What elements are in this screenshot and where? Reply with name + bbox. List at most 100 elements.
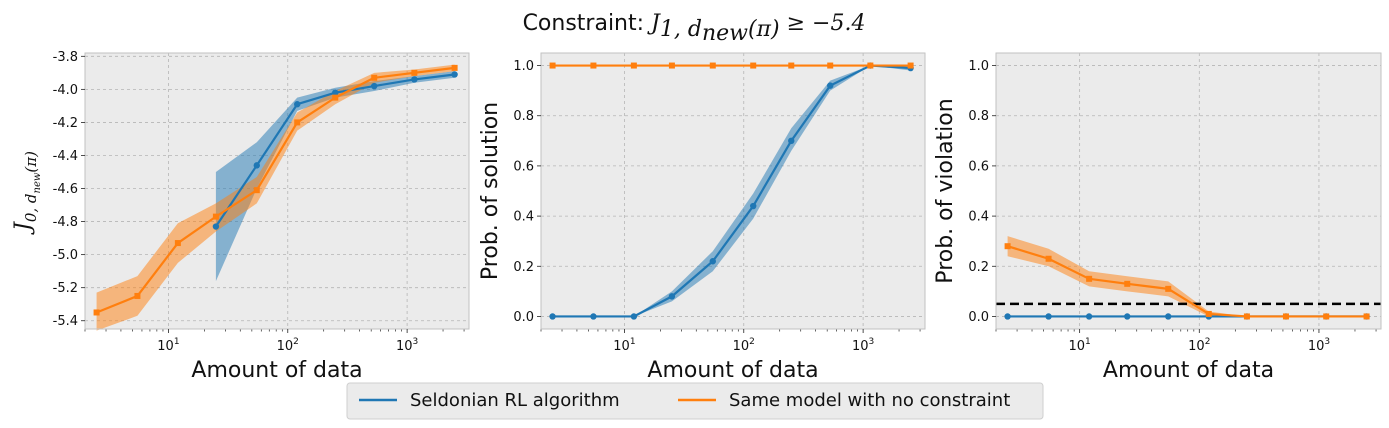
y-tick-label: 0.8 — [513, 109, 534, 124]
y-tick-label: -5.2 — [53, 281, 78, 296]
data-point — [788, 137, 795, 145]
data-point — [827, 82, 834, 89]
confidence-band — [215, 71, 455, 282]
figure-title: Constraint: J1, dnew(π) ≥ −5.4 — [523, 11, 866, 46]
y-tick-label: -4.4 — [53, 149, 78, 164]
figure-title-math-subtail: (π) — [748, 17, 780, 42]
figure-title-prefix: Constraint: — [523, 11, 651, 36]
data-point — [294, 101, 301, 108]
x-tick-base: 10 — [277, 339, 294, 354]
x-tick-base: 10 — [1188, 339, 1205, 354]
data-point — [1205, 310, 1212, 317]
y-tick-label: 0.4 — [968, 210, 989, 225]
data-point — [134, 292, 141, 299]
y-tick-label: 0.6 — [513, 159, 534, 174]
y-tick-label: 0.4 — [513, 210, 534, 225]
x-tick-base: 10 — [396, 339, 413, 354]
data-point — [549, 62, 556, 69]
data-point — [1165, 313, 1172, 320]
data-point — [451, 71, 458, 78]
y-axis-label: J0, dnew(π) — [11, 151, 43, 235]
data-point — [590, 313, 597, 320]
x-tick-base: 10 — [1068, 339, 1085, 354]
data-point — [867, 62, 874, 69]
x-tick-label: 103 — [852, 337, 874, 354]
data-point — [174, 240, 181, 247]
data-point — [668, 293, 676, 300]
plot-area — [996, 53, 1381, 329]
data-point — [668, 62, 675, 69]
x-axis-label: Amount of data — [647, 358, 818, 383]
figure-title-math-sub: 1, d — [660, 17, 702, 42]
x-tick-label: 101 — [613, 337, 635, 354]
y-tick-label: 0.8 — [968, 109, 989, 124]
data-point — [253, 162, 260, 169]
y-tick-label: 0.6 — [968, 159, 989, 174]
y-tick-label: -4.2 — [53, 116, 78, 131]
x-tick-exponent: 3 — [413, 337, 419, 347]
data-point — [827, 62, 834, 69]
y-tick-label: -4.8 — [53, 215, 78, 230]
data-point — [1124, 280, 1131, 287]
data-point — [1165, 285, 1172, 292]
x-tick-base: 10 — [613, 339, 630, 354]
data-point — [1086, 275, 1093, 282]
figure-title-math-base: J — [647, 11, 661, 36]
x-tick-label: 102 — [1188, 337, 1210, 354]
series-line — [552, 64, 911, 318]
x-tick-exponent: 2 — [293, 337, 299, 347]
x-tick-label: 103 — [396, 337, 418, 354]
y-label-base: J — [11, 221, 36, 235]
x-tick-base: 10 — [157, 339, 174, 354]
data-point — [93, 309, 100, 316]
x-tick-exponent: 1 — [1085, 337, 1091, 347]
data-point — [212, 213, 219, 220]
x-tick-label: 101 — [1068, 337, 1090, 354]
x-tick-exponent: 2 — [749, 337, 755, 347]
data-point — [709, 258, 716, 265]
y-tick-label: -3.8 — [53, 50, 78, 65]
data-point — [907, 62, 914, 69]
data-point — [371, 74, 378, 81]
legend: Seldonian RL algorithm Same model with n… — [346, 382, 1044, 420]
data-point — [1124, 313, 1131, 320]
data-point — [332, 94, 339, 101]
data-point — [630, 62, 637, 69]
data-point — [709, 62, 716, 69]
data-point — [1004, 313, 1011, 320]
data-point — [294, 119, 301, 126]
data-point — [630, 313, 638, 320]
plot-frame — [995, 52, 1382, 330]
data-point — [212, 223, 220, 230]
x-tick-label: 102 — [277, 337, 299, 354]
x-axis-label: Amount of data — [1103, 358, 1274, 383]
y-tick-label: 0.0 — [513, 310, 534, 325]
data-point — [411, 76, 418, 83]
confidence-band — [96, 64, 455, 331]
y-label-subtail: (π) — [22, 151, 40, 173]
data-point — [1282, 313, 1289, 320]
data-point — [1243, 313, 1250, 320]
series-line — [1007, 245, 1367, 318]
x-tick-base: 10 — [852, 339, 869, 354]
y-tick-label: -4.0 — [53, 83, 78, 98]
legend-label-seldonian: Seldonian RL algorithm — [410, 390, 620, 411]
y-label-sub: 0, d — [22, 193, 40, 222]
y-tick-label: 0.0 — [968, 310, 989, 325]
data-point — [332, 89, 339, 96]
x-tick-label: 101 — [157, 337, 179, 354]
y-tick-label: 0.2 — [968, 260, 989, 275]
x-tick-exponent: 1 — [174, 337, 180, 347]
y-tick-label: 0.2 — [513, 260, 534, 275]
x-axis-label: Amount of data — [191, 358, 362, 383]
y-tick-label: 1.0 — [513, 59, 534, 74]
x-tick-exponent: 2 — [1205, 337, 1211, 347]
data-point — [590, 62, 597, 69]
y-tick-label: -5.4 — [53, 314, 78, 329]
y-axis-label: Prob. of solution — [478, 102, 503, 280]
plot-area — [541, 53, 925, 329]
data-point — [549, 313, 556, 320]
